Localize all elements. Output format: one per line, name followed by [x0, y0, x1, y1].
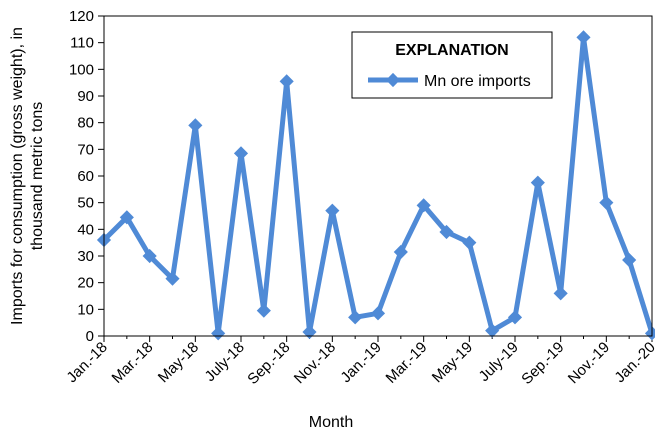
y-tick-label: 90 [77, 88, 94, 105]
legend-title: EXPLANATION [395, 42, 508, 59]
data-point [644, 326, 655, 341]
data-point [302, 324, 317, 340]
data-point [576, 30, 591, 45]
data-point [553, 286, 568, 301]
data-point [279, 74, 294, 89]
legend-box [351, 31, 553, 99]
data-point [462, 235, 477, 250]
y-axis-title: Imports for consumption (gross weight), … [9, 27, 46, 325]
data-point [211, 326, 226, 341]
x-tick-label: Sep.-19 [518, 339, 567, 388]
y-tick-label: 40 [77, 221, 94, 238]
y-tick-label: 0 [86, 328, 94, 345]
y-tick-label: 30 [77, 248, 94, 265]
data-point [416, 198, 431, 213]
x-tick-label: Jan.-19 [337, 339, 384, 386]
x-tick-label: May-19 [429, 339, 476, 386]
plot-area-border [103, 15, 653, 337]
x-tick-label: May-18 [155, 339, 202, 386]
data-point [393, 244, 408, 260]
y-tick-label: 70 [77, 141, 94, 158]
legend-entry-label: Mn ore imports [424, 73, 531, 90]
x-tick-label: Jan.-18 [63, 339, 110, 386]
data-point [188, 118, 203, 133]
data-point [256, 303, 271, 318]
y-tick-label: 20 [77, 275, 94, 292]
y-tick-label: 50 [77, 195, 94, 212]
data-point [165, 271, 180, 286]
data-point [439, 224, 454, 240]
data-point [348, 310, 363, 325]
y-axis-title-line-2: thousand metric tons [29, 102, 46, 251]
data-point [233, 146, 249, 161]
legend-marker-swatch [385, 72, 401, 88]
legend: EXPLANATION Mn ore imports [351, 31, 553, 99]
y-tick-label: 100 [69, 61, 94, 78]
y-tick-label: 60 [77, 168, 94, 185]
data-point [530, 175, 545, 190]
data-point [325, 203, 340, 218]
data-point [599, 195, 614, 210]
data-point [370, 306, 386, 321]
x-tick-label: Jan.-20 [611, 339, 655, 386]
x-tick-label: Mar.-18 [109, 339, 157, 387]
y-tick-label: 80 [77, 115, 94, 132]
x-tick-label: July-18 [202, 339, 248, 385]
x-tick-label: Mar.-19 [383, 339, 431, 387]
data-point [622, 252, 637, 268]
y-axis-title-line-1: Imports for consumption (gross weight), … [9, 27, 26, 325]
x-tick-label: July-19 [476, 339, 522, 385]
data-point [142, 248, 157, 264]
x-tick-label: Sep.-18 [244, 339, 293, 388]
data-point [485, 323, 500, 338]
data-point [507, 310, 523, 325]
y-tick-label: 10 [77, 301, 94, 318]
x-axis-title: Month [309, 414, 353, 431]
series-layer [96, 30, 655, 341]
y-tick-label: 120 [69, 8, 94, 25]
x-tick-label: Nov.-18 [291, 339, 339, 387]
y-axis-ticks: 0 10 20 30 40 50 60 70 80 90 100 110 120 [69, 8, 104, 345]
x-tick-label: Nov.-19 [565, 339, 613, 387]
y-tick-label: 110 [70, 35, 94, 52]
